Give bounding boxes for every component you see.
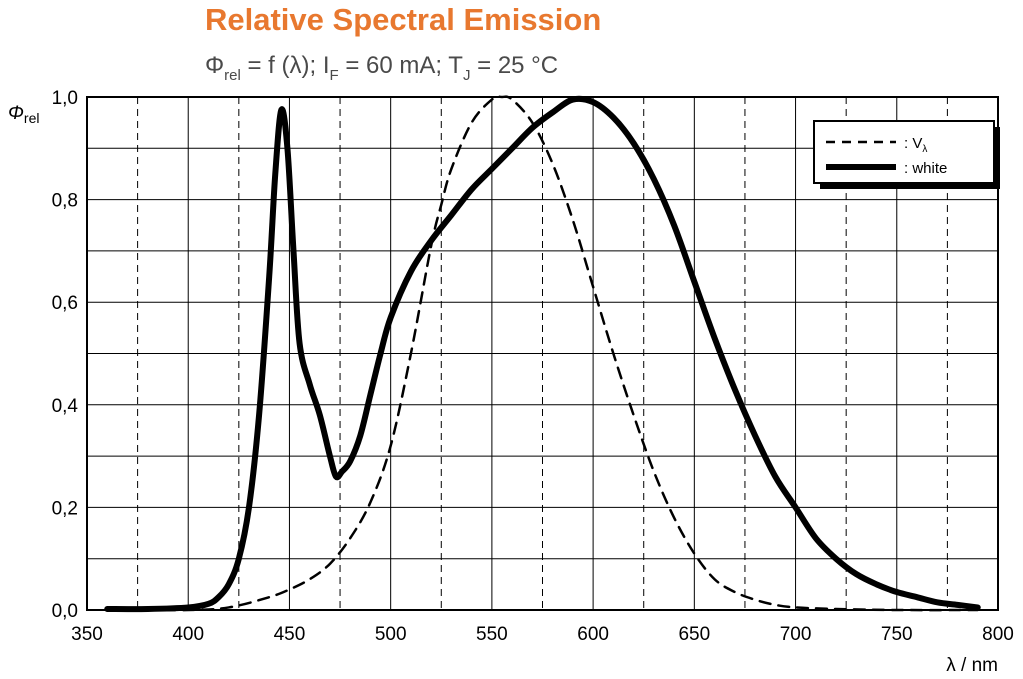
series-line-white [104, 95, 981, 613]
x-tick-label: 550 [476, 624, 508, 645]
x-tick-label: 400 [172, 624, 204, 645]
y-tick-label: 1,0 [52, 88, 78, 109]
subtitle-phi: Φ [205, 52, 225, 79]
chart-subtitle: Φrel = f (λ); IF = 60 mA; TJ = 25 °C [205, 52, 558, 84]
y-tick-label: 0,4 [52, 396, 79, 417]
subtitle-end: = 25 °C [470, 52, 559, 79]
y-axis-symbol: Φ [8, 103, 24, 124]
x-tick-label: 650 [678, 624, 710, 645]
subtitle-i-sub: F [329, 67, 339, 84]
x-tick-label: 500 [375, 624, 407, 645]
subtitle-phi-sub: rel [224, 67, 241, 84]
legend-box [813, 120, 995, 184]
y-axis-sub: rel [24, 110, 40, 126]
x-tick-label: 800 [982, 624, 1014, 645]
y-tick-label: 0,0 [52, 601, 78, 622]
chart-title: Relative Spectral Emission [205, 2, 602, 37]
series-layer [104, 95, 981, 613]
legend-v-name: V [912, 135, 922, 152]
y-axis-label: Φrel [8, 103, 39, 126]
legend: : Vλ : white [813, 120, 1000, 189]
series-line-v-lambda [105, 95, 980, 612]
x-tick-label: 600 [577, 624, 609, 645]
y-tick-label: 0,2 [52, 498, 78, 519]
x-axis-label: λ / nm [946, 655, 998, 676]
subtitle-mid: = f (λ); I [240, 52, 330, 79]
x-tick-label: 350 [71, 624, 103, 645]
subtitle-t-sub: J [462, 67, 471, 84]
legend-label-v-lambda: : Vλ [904, 135, 927, 155]
x-tick-label: 450 [274, 624, 306, 645]
y-tick-label: 0,8 [52, 191, 78, 212]
y-tick-label: 0,6 [52, 293, 78, 314]
legend-label-white: : white [904, 160, 947, 177]
plot-frame [86, 96, 999, 611]
subtitle-mid2: = 60 mA; T [338, 52, 463, 79]
legend-white-name: white [911, 160, 947, 177]
legend-v-sub: λ [922, 144, 927, 155]
x-tick-label: 750 [881, 624, 913, 645]
tick-labels: 350 400 450 500 550 600 650 700 750 800 0,0 0,2 0,4 0… [52, 88, 1014, 645]
x-tick-label: 700 [780, 624, 812, 645]
